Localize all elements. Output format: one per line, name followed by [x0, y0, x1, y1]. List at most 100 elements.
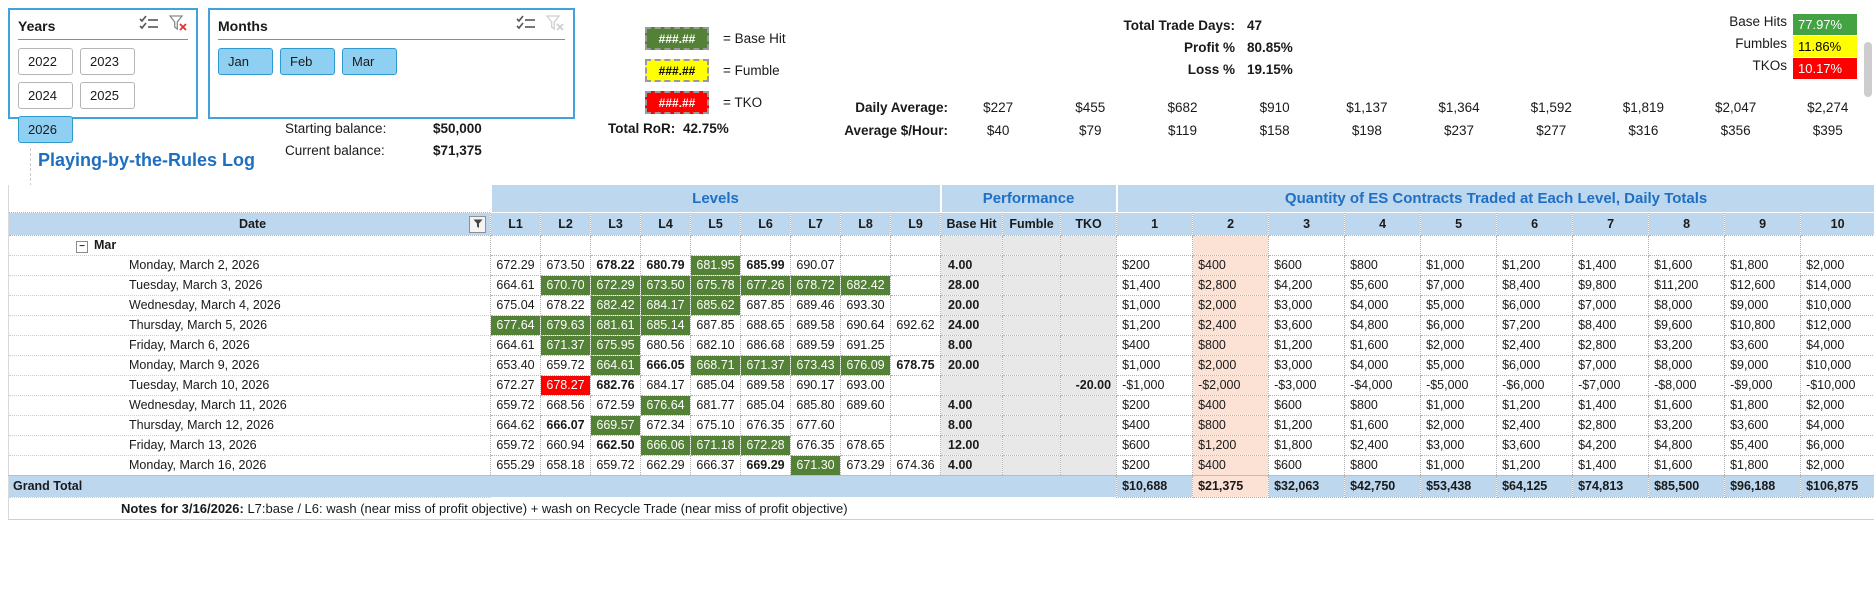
quantity-cell[interactable]: $800: [1344, 394, 1422, 416]
base-hit-cell[interactable]: 20.00: [940, 354, 1004, 376]
level-column-header[interactable]: L2: [540, 211, 591, 236]
level-cell[interactable]: 673.50: [640, 274, 691, 296]
date-cell[interactable]: Thursday, March 12, 2026: [8, 414, 491, 436]
quantity-cell[interactable]: $5,000: [1420, 294, 1498, 316]
level-cell[interactable]: 689.58: [740, 374, 791, 396]
performance-cell[interactable]: [1060, 234, 1118, 256]
level-cell[interactable]: [889, 394, 942, 416]
quantity-cell[interactable]: $4,000: [1344, 294, 1422, 316]
quantity-cell[interactable]: $1,600: [1648, 254, 1726, 276]
quantity-cell[interactable]: $2,000: [1192, 294, 1270, 316]
level-cell[interactable]: 672.34: [640, 414, 691, 436]
performance-cell[interactable]: [1002, 234, 1062, 256]
date-cell[interactable]: Tuesday, March 10, 2026: [8, 374, 491, 396]
level-cell[interactable]: 685.14: [640, 314, 691, 336]
quantity-cell[interactable]: $600: [1268, 454, 1346, 476]
quantity-column-header[interactable]: 7: [1572, 211, 1650, 236]
quantity-cell[interactable]: $2,000: [1800, 454, 1874, 476]
level-cell[interactable]: 687.85: [740, 294, 791, 316]
quantity-cell[interactable]: $3,600: [1724, 414, 1802, 436]
date-column-header[interactable]: Date: [8, 211, 491, 236]
level-cell[interactable]: 666.06: [640, 434, 691, 456]
level-cell[interactable]: 675.10: [690, 414, 741, 436]
quantity-column-header[interactable]: 5: [1420, 211, 1498, 236]
quantity-column-header[interactable]: 6: [1496, 211, 1574, 236]
quantity-cell[interactable]: $1,200: [1268, 334, 1346, 356]
level-cell[interactable]: 653.40: [490, 354, 541, 376]
quantity-cell[interactable]: $5,600: [1344, 274, 1422, 296]
year-button-2024[interactable]: 2024: [18, 82, 73, 109]
quantity-column-header[interactable]: 10: [1800, 211, 1874, 236]
quantity-cell[interactable]: $4,800: [1344, 314, 1422, 336]
quantity-cell[interactable]: $1,000: [1420, 394, 1498, 416]
quantity-cell[interactable]: -$4,000: [1344, 374, 1422, 396]
quantity-cell[interactable]: $7,000: [1420, 274, 1498, 296]
quantity-cell[interactable]: $3,200: [1648, 334, 1726, 356]
quantity-cell[interactable]: $1,000: [1116, 294, 1194, 316]
level-cell[interactable]: [790, 234, 841, 256]
quantity-cell[interactable]: $1,400: [1572, 454, 1650, 476]
level-cell[interactable]: [889, 234, 942, 256]
quantity-cell[interactable]: $4,800: [1648, 434, 1726, 456]
level-cell[interactable]: 666.07: [540, 414, 591, 436]
quantity-cell[interactable]: $5,400: [1724, 434, 1802, 456]
quantity-cell[interactable]: -$1,000: [1116, 374, 1194, 396]
level-cell[interactable]: 673.43: [790, 354, 841, 376]
quantity-cell[interactable]: $3,000: [1268, 294, 1346, 316]
base-hit-cell[interactable]: 4.00: [940, 454, 1004, 476]
fumble-cell[interactable]: [1002, 414, 1062, 436]
quantity-column-header[interactable]: 9: [1724, 211, 1802, 236]
level-cell[interactable]: 673.50: [540, 254, 591, 276]
fumble-cell[interactable]: [1002, 394, 1062, 416]
level-cell[interactable]: 693.00: [840, 374, 891, 396]
quantity-cell[interactable]: $2,400: [1496, 414, 1574, 436]
quantity-cell[interactable]: [1724, 234, 1802, 256]
quantity-cell[interactable]: $1,200: [1116, 314, 1194, 336]
level-cell[interactable]: [840, 234, 891, 256]
level-cell[interactable]: 671.37: [740, 354, 791, 376]
level-cell[interactable]: 668.71: [690, 354, 741, 376]
level-cell[interactable]: 671.30: [790, 454, 841, 476]
level-cell[interactable]: 689.46: [790, 294, 841, 316]
quantity-cell[interactable]: $800: [1344, 254, 1422, 276]
level-cell[interactable]: 675.04: [490, 294, 541, 316]
base-hit-cell[interactable]: 24.00: [940, 314, 1004, 336]
quantity-cell[interactable]: [1116, 234, 1194, 256]
quantity-cell[interactable]: $6,000: [1420, 314, 1498, 336]
quantity-cell[interactable]: $8,400: [1496, 274, 1574, 296]
level-cell[interactable]: 678.22: [590, 254, 641, 276]
quantity-cell[interactable]: $2,000: [1800, 254, 1874, 276]
date-cell[interactable]: Friday, March 13, 2026: [8, 434, 491, 456]
base-hit-cell[interactable]: 8.00: [940, 334, 1004, 356]
year-button-2026[interactable]: 2026: [18, 116, 73, 143]
level-cell[interactable]: 670.70: [540, 274, 591, 296]
level-cell[interactable]: 676.35: [790, 434, 841, 456]
quantity-cell[interactable]: $4,200: [1268, 274, 1346, 296]
quantity-cell[interactable]: $1,600: [1648, 454, 1726, 476]
level-cell[interactable]: 678.72: [790, 274, 841, 296]
level-cell[interactable]: 664.61: [490, 274, 541, 296]
tko-cell[interactable]: [1060, 254, 1118, 276]
quantity-column-header[interactable]: 8: [1648, 211, 1726, 236]
level-cell[interactable]: 679.63: [540, 314, 591, 336]
level-cell[interactable]: 672.59: [590, 394, 641, 416]
quantity-cell[interactable]: $1,800: [1724, 254, 1802, 276]
quantity-cell[interactable]: $1,000: [1116, 354, 1194, 376]
level-column-header[interactable]: L1: [490, 211, 541, 236]
quantity-cell[interactable]: $1,600: [1648, 394, 1726, 416]
level-cell[interactable]: 680.56: [640, 334, 691, 356]
quantity-cell[interactable]: $7,000: [1572, 354, 1650, 376]
level-cell[interactable]: 690.64: [840, 314, 891, 336]
quantity-cell[interactable]: $1,200: [1496, 394, 1574, 416]
quantity-cell[interactable]: [1268, 234, 1346, 256]
level-cell[interactable]: 671.37: [540, 334, 591, 356]
quantity-cell[interactable]: $8,000: [1648, 294, 1726, 316]
quantity-cell[interactable]: $4,000: [1800, 334, 1874, 356]
quantity-cell[interactable]: -$2,000: [1192, 374, 1270, 396]
quantity-cell[interactable]: $1,800: [1724, 394, 1802, 416]
quantity-cell[interactable]: $600: [1116, 434, 1194, 456]
level-cell[interactable]: 666.37: [690, 454, 741, 476]
tko-cell[interactable]: -20.00: [1060, 374, 1118, 396]
quantity-cell[interactable]: $9,600: [1648, 314, 1726, 336]
level-cell[interactable]: 681.61: [590, 314, 641, 336]
